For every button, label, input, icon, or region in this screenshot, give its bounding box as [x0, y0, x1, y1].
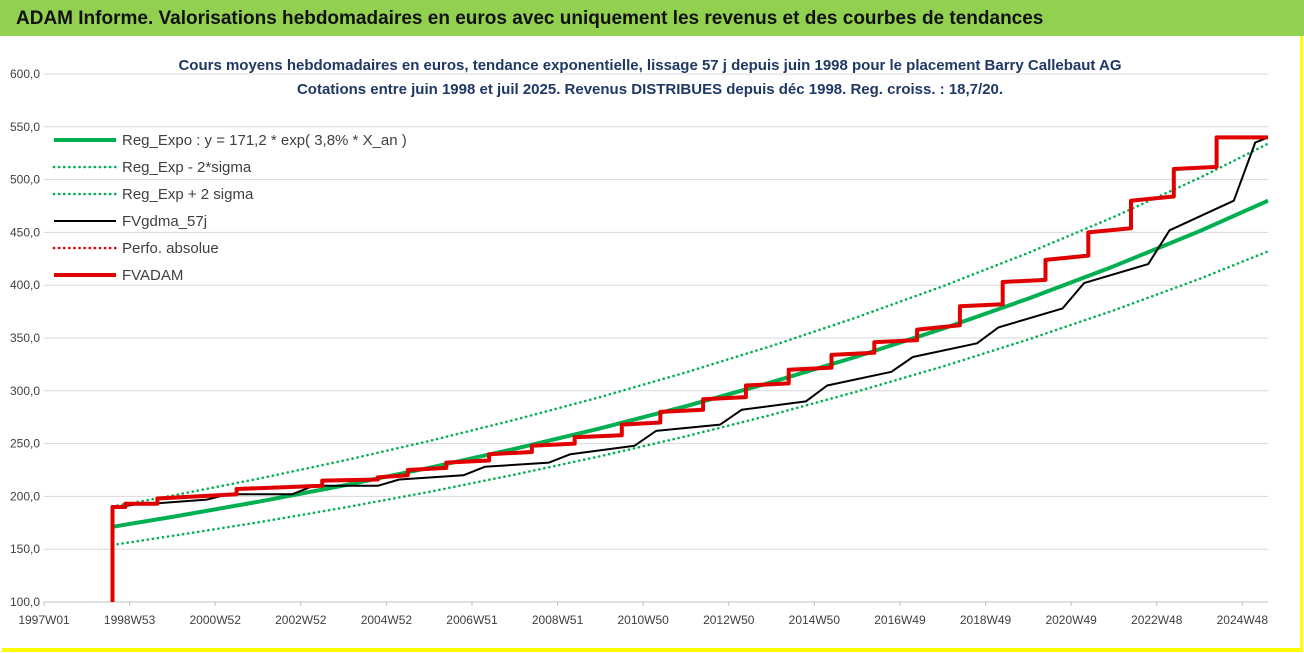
chart-svg: Cours moyens hebdomadaires en euros, ten… [10, 57, 1270, 627]
y-tick-label: 400,0 [10, 278, 40, 292]
series-line-3 [111, 142, 1270, 508]
legend: Reg_Expo : y = 171,2 * exp( 3,8% * X_an … [52, 132, 407, 284]
y-tick-label: 500,0 [10, 173, 40, 187]
x-tick-label: 1998W53 [104, 613, 156, 627]
axis-layer: 100,0 150,0 200,0 250,0 300,0 350,0 400,0 450,0… [10, 67, 1268, 627]
series-line-4 [112, 136, 1269, 508]
legend-label: FVgdma_57j [122, 213, 207, 230]
series-line-6 [110, 135, 1268, 602]
x-tick-label: 2010W50 [617, 613, 669, 627]
x-tick-label: 2000W52 [190, 613, 242, 627]
y-tick-label: 100,0 [10, 595, 40, 609]
y-tick-label: 550,0 [10, 120, 40, 134]
y-tick-label: 450,0 [10, 225, 40, 239]
x-tick-label: 2014W50 [789, 613, 841, 627]
series-line-1 [112, 198, 1269, 529]
series-line-2 [111, 250, 1270, 547]
y-tick-label: 350,0 [10, 331, 40, 345]
legend-label: FVADAM [122, 267, 183, 284]
x-tick-label: 1997W01 [18, 613, 70, 627]
legend-label: Reg_Expo : y = 171,2 * exp( 3,8% * X_an … [122, 132, 407, 149]
chart-title: Cours moyens hebdomadaires en euros, ten… [178, 57, 1121, 74]
series-layer [110, 135, 1270, 602]
legend-label: Perfo. absolue [122, 240, 219, 257]
y-tick-label: 250,0 [10, 437, 40, 451]
chart-subtitle: Cotations entre juin 1998 et juil 2025. … [297, 81, 1003, 98]
legend-label: Reg_Exp - 2*sigma [122, 159, 252, 176]
x-tick-label: 2012W50 [703, 613, 755, 627]
x-tick-label: 2020W49 [1045, 613, 1097, 627]
x-tick-label: 2022W48 [1131, 613, 1183, 627]
grid-layer [44, 73, 1268, 603]
legend-label: Reg_Exp + 2 sigma [122, 186, 254, 203]
x-tick-label: 2016W49 [874, 613, 926, 627]
y-tick-label: 150,0 [10, 542, 40, 556]
x-tick-label: 2018W49 [960, 613, 1012, 627]
x-tick-label: 2024W48 [1217, 613, 1269, 627]
y-tick-label: 200,0 [10, 489, 40, 503]
x-tick-label: 2004W52 [361, 613, 413, 627]
report-title: ADAM Informe. Valorisations hebdomadaire… [0, 0, 1304, 36]
y-tick-label: 300,0 [10, 384, 40, 398]
chart-area: Cours moyens hebdomadaires en euros, ten… [2, 36, 1303, 652]
x-tick-label: 2008W51 [532, 613, 584, 627]
x-tick-label: 2002W52 [275, 613, 327, 627]
x-tick-label: 2006W51 [446, 613, 498, 627]
y-tick-label: 600,0 [10, 67, 40, 81]
